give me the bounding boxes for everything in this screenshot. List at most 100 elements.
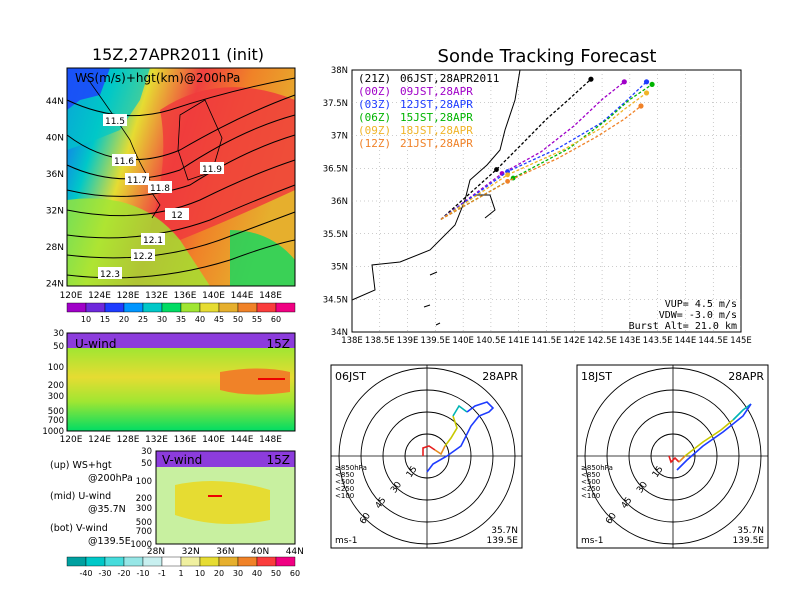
launch-jst: 18JST,28APR — [400, 124, 473, 137]
contour-label: 11.6 — [112, 154, 136, 167]
track-lon-tick: 144E — [675, 336, 697, 346]
hodograph-date: 28APR — [728, 370, 764, 383]
ws-shade-min — [67, 68, 110, 110]
ws-lat-ticks: 44N 40N 36N 32N 28N 24N — [46, 97, 64, 290]
height-contour — [66, 211, 296, 259]
wind-colorbar-tick: 1 — [178, 569, 183, 578]
contour-labels: 11.5 11.6 11.711.8 11.9 12 12.1 12.2 12.3 — [98, 114, 224, 280]
wind-colorbar-tick: -40 — [79, 569, 92, 578]
contour-label-bg — [98, 267, 122, 279]
landing-point — [621, 79, 627, 85]
v-wind-label: V-wind — [162, 453, 202, 467]
track-lon-tick: 141E — [508, 336, 530, 346]
hodograph-units: ms-1 — [335, 536, 357, 546]
landing-point — [649, 81, 655, 88]
burst-point — [494, 167, 499, 172]
wind-colorbar-tick: 40 — [252, 569, 262, 578]
u-wind-pressure-tick: 50 — [53, 342, 64, 352]
ws-map: WS(m/s)+hgt(km)@200hPa 44N 40N 36N 32N 28N 24… — [46, 67, 296, 301]
track-coastline — [351, 69, 521, 326]
launch-jst: 21JST,28APR — [400, 137, 473, 150]
pressure-legend-item: ≥850hPa — [335, 464, 367, 472]
flight-stat: Burst Alt= 21.0 km — [629, 321, 737, 332]
track-lat-ticks: 38N 37.5N 37N 36.5N 36N 35.5N 35N 34.5N 34N — [323, 66, 348, 338]
contour-label-text: 11.7 — [127, 176, 147, 186]
hodograph-trace — [732, 403, 752, 421]
ws-colorbar-tick: 25 — [138, 315, 148, 324]
track-map: 38N 37.5N 37N 36.5N 36N 35.5N 35N 34.5N 34N 138E… — [323, 66, 752, 346]
contour-label-text: 11.6 — [114, 157, 134, 167]
track-lat-tick: 37.5N — [323, 99, 348, 109]
hodograph-trace — [434, 445, 446, 456]
landing-point — [643, 79, 650, 85]
contour-label-text: 12 — [171, 211, 182, 221]
hodograph-date: 28APR — [482, 370, 518, 383]
height-contour — [66, 159, 296, 217]
ws-colorbar-tick: 10 — [81, 315, 91, 324]
pressure-legend-item: <500 — [581, 478, 600, 486]
height-contour — [66, 134, 296, 197]
pressure-legend-item: <250 — [581, 485, 600, 493]
ws-colorbar-tick: 35 — [176, 315, 186, 324]
panel-legend-line: (bot) V-wind — [50, 523, 108, 534]
wind-colorbar-tick: -1 — [158, 569, 166, 578]
track-lon-tick: 140E — [452, 336, 474, 346]
ws-colorbar-tick: 15 — [100, 315, 110, 324]
ws-lat-tick: 32N — [46, 207, 64, 217]
u-wind-core — [220, 368, 290, 395]
hodograph-trace — [444, 415, 458, 447]
ws-lon-tick: 128E — [117, 291, 140, 301]
hodograph-trace — [668, 455, 680, 464]
launch-jst: 12JST,28APR — [400, 98, 473, 111]
v-wind-lat-tick: 44N — [286, 547, 304, 557]
u-wind-lon-tick: 148E — [259, 435, 282, 445]
ws-map-label: WS(m/s)+hgt(km)@200hPa — [75, 71, 240, 85]
pressure-legend-item: <250 — [335, 485, 354, 493]
ws-colorbar-swatch — [123, 302, 144, 313]
contour-label-text: 11.9 — [202, 165, 222, 175]
ws-lon-ticks: 120E 124E 128E 132E 136E 140E 144E 148E — [60, 291, 283, 301]
ws-lat-tick: 28N — [46, 243, 64, 253]
sonde-track — [440, 105, 642, 220]
launch-legend: (21Z) 06JST,28APR2011 (00Z) 09JST,28APR (03Z… — [358, 72, 499, 150]
u-wind-lon-tick: 140E — [202, 435, 225, 445]
track-lat-tick: 35.5N — [323, 230, 348, 240]
hodograph-06jst: 06JST 28APR15304560≥850hPa<850<500<250<10… — [330, 364, 523, 549]
wind-colorbar-tick: 60 — [290, 569, 300, 578]
hodograph-lon: 139.5E — [733, 536, 765, 546]
panel-legend-line: (mid) U-wind — [50, 491, 111, 502]
v-wind-pressure-tick: 700 — [136, 527, 152, 537]
v-wind-top — [156, 451, 295, 467]
ws-lat-tick: 44N — [46, 97, 64, 107]
ws-lon-tick: 148E — [259, 291, 282, 301]
u-wind-top — [67, 333, 295, 348]
hodograph-trace — [678, 455, 686, 463]
track-lat-tick: 36N — [331, 197, 348, 207]
contour-label-text: 11.8 — [150, 184, 170, 194]
panel-legend-line: (up) WS+hgt — [50, 460, 112, 471]
height-contour — [66, 114, 296, 180]
track-lon-tick: 143.5E — [643, 336, 673, 346]
hodograph-label: 06JST — [335, 370, 366, 383]
height-contours — [66, 77, 296, 279]
contour-label: 12.2 — [131, 249, 155, 262]
u-wind-frame — [66, 332, 296, 432]
ws-colorbar-swatch — [275, 302, 296, 313]
pressure-legend-item: ≥850hPa — [581, 464, 613, 472]
track-title: Sonde Tracking Forecast — [438, 46, 657, 67]
wind-colorbar-swatch — [237, 556, 258, 567]
v-wind-pressure-tick: 200 — [136, 494, 152, 504]
wind-colorbar-swatch — [161, 556, 182, 567]
ws-lat-tick: 36N — [46, 170, 64, 180]
ws-colorbar-tick: 20 — [119, 315, 129, 324]
hodograph-trace — [676, 403, 752, 471]
v-wind-lat-tick: 32N — [182, 547, 200, 557]
ws-colorbar-swatch — [199, 302, 220, 313]
sonde-track — [440, 81, 647, 220]
v-wind-core — [175, 481, 270, 524]
v-wind-pressure-tick: 50 — [141, 459, 152, 469]
launch-utc: (00Z) — [358, 85, 391, 98]
